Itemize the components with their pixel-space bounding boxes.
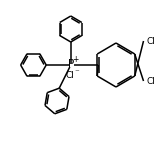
Text: +: +: [73, 55, 79, 63]
Text: Cl: Cl: [65, 70, 74, 80]
Text: ⁻: ⁻: [74, 69, 79, 78]
Text: P: P: [68, 59, 74, 69]
Text: Cl: Cl: [146, 37, 155, 46]
Text: Cl: Cl: [146, 77, 155, 85]
